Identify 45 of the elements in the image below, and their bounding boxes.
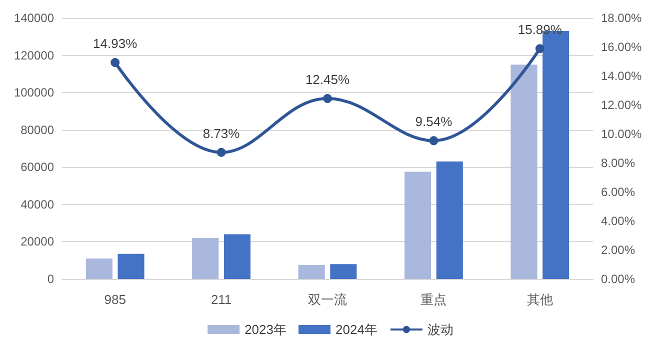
y2-tick-label: 12.00% bbox=[601, 98, 642, 112]
y-tick-label: 0 bbox=[47, 272, 54, 286]
y-tick-label: 100000 bbox=[14, 86, 54, 100]
x-tick-label: 其他 bbox=[526, 292, 553, 307]
data-label: 9.54% bbox=[415, 114, 453, 130]
y2-tick-label: 0.00% bbox=[601, 272, 636, 286]
bar bbox=[192, 238, 219, 279]
data-label: 8.73% bbox=[202, 126, 240, 141]
bar bbox=[298, 265, 325, 279]
y-tick-label: 20000 bbox=[20, 234, 54, 249]
y-tick-label: 120000 bbox=[14, 48, 54, 62]
bar bbox=[224, 234, 251, 279]
point bbox=[323, 94, 332, 103]
bar bbox=[86, 258, 112, 279]
data-label: 14.93% bbox=[93, 36, 138, 52]
x-tick-label: 重点 bbox=[420, 292, 447, 307]
bar bbox=[330, 264, 357, 279]
x-tick-label: 985 bbox=[104, 292, 126, 307]
bar bbox=[118, 254, 144, 279]
x-tick-label: 双一流 bbox=[308, 292, 347, 307]
y-tick-label: 140000 bbox=[14, 11, 54, 25]
bar bbox=[510, 64, 538, 279]
point bbox=[216, 148, 226, 157]
data-label: 15.89% bbox=[518, 22, 562, 38]
y2-tick-label: 10.00% bbox=[601, 127, 642, 141]
y-tick-label: 40000 bbox=[20, 197, 54, 212]
y-tick-label: 60000 bbox=[20, 160, 54, 174]
y2-tick-label: 6.00% bbox=[601, 185, 636, 199]
point bbox=[110, 58, 120, 68]
y2-tick-label: 18.00% bbox=[601, 11, 642, 25]
y2-tick-label: 4.00% bbox=[601, 214, 636, 228]
legend-label: 2023年 bbox=[244, 322, 286, 337]
y2-tick-label: 2.00% bbox=[601, 243, 636, 257]
y-tick-label: 80000 bbox=[20, 122, 54, 137]
data-label: 12.45% bbox=[305, 72, 350, 87]
point bbox=[429, 136, 438, 146]
x-tick-label: 211 bbox=[210, 292, 232, 307]
bar bbox=[404, 172, 432, 279]
point bbox=[535, 44, 544, 54]
y2-tick-label: 8.00% bbox=[601, 156, 636, 170]
y2-tick-label: 14.00% bbox=[601, 69, 642, 83]
y2-tick-label: 16.00% bbox=[601, 40, 642, 54]
legend-label: 2024年 bbox=[336, 322, 378, 337]
legend-label: 波动 bbox=[427, 322, 454, 337]
bar bbox=[436, 162, 463, 279]
